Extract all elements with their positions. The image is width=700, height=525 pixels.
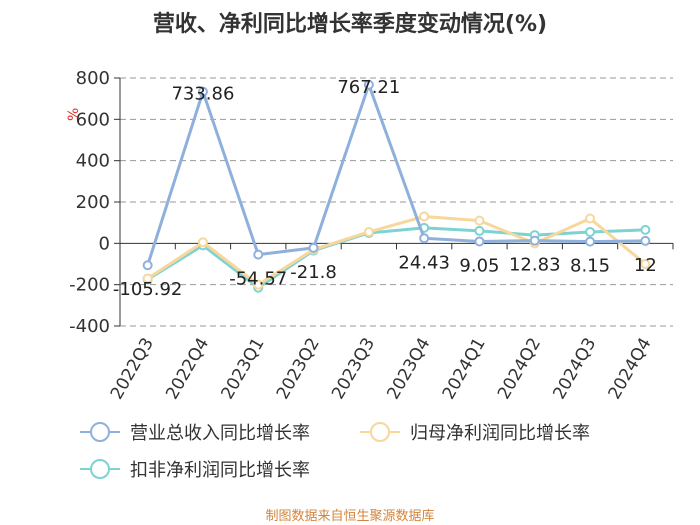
legend-marker bbox=[90, 459, 110, 479]
x-tick-label: 2023Q1 bbox=[218, 335, 269, 403]
legend-marker bbox=[90, 422, 110, 442]
y-tick-label: 0 bbox=[99, 233, 110, 254]
data-label: -105.92 bbox=[113, 279, 182, 300]
legend-label: 营业总收入同比增长率 bbox=[130, 423, 310, 444]
y-tick-label: -400 bbox=[69, 316, 110, 337]
y-tick-label: 600 bbox=[76, 109, 110, 130]
data-label: 12.83 bbox=[509, 255, 561, 276]
data-label: -54.57 bbox=[229, 269, 287, 290]
source-note: 制图数据来自恒生聚源数据库 bbox=[265, 509, 435, 524]
x-tick-label: 2024Q2 bbox=[494, 335, 545, 403]
series-line bbox=[146, 226, 646, 290]
series-layer bbox=[142, 79, 651, 293]
data-point bbox=[197, 86, 208, 97]
data-point bbox=[474, 215, 485, 226]
data-point bbox=[142, 260, 153, 271]
x-tick-label: 2024Q4 bbox=[605, 335, 656, 403]
data-label: 24.43 bbox=[398, 252, 450, 273]
data-point bbox=[363, 226, 374, 237]
data-point bbox=[253, 279, 264, 290]
x-tick-label: 2023Q4 bbox=[383, 335, 434, 403]
y-tick-label: 200 bbox=[76, 192, 110, 213]
data-point bbox=[640, 235, 651, 246]
x-tick-label: 2022Q3 bbox=[107, 335, 158, 403]
data-point bbox=[363, 79, 374, 90]
y-tick-label: 800 bbox=[76, 68, 110, 89]
data-point bbox=[419, 211, 430, 222]
data-label: -21.8 bbox=[290, 262, 337, 283]
data-point bbox=[529, 235, 540, 246]
x-tick-label: 2022Q4 bbox=[162, 335, 213, 403]
data-point bbox=[640, 259, 651, 269]
data-point bbox=[253, 249, 264, 260]
data-point bbox=[197, 237, 208, 248]
legend-label: 归母净利润同比增长率 bbox=[410, 423, 590, 444]
x-tick-label: 2023Q3 bbox=[328, 335, 379, 403]
y-tick-label: 400 bbox=[76, 151, 110, 172]
y-axis: -400 -200 0 200 400 600 800 bbox=[69, 68, 121, 337]
data-label: 9.05 bbox=[459, 255, 499, 276]
data-point bbox=[474, 236, 485, 247]
series-line bbox=[146, 214, 647, 287]
gridlines bbox=[120, 77, 673, 327]
data-point bbox=[640, 224, 651, 235]
data-point bbox=[585, 226, 596, 237]
series-line bbox=[146, 83, 646, 266]
data-point bbox=[585, 213, 596, 224]
data-point bbox=[308, 242, 319, 253]
data-label: 733.86 bbox=[171, 84, 234, 105]
y-axis-unit: % bbox=[66, 108, 82, 121]
data-label: 8.15 bbox=[570, 256, 610, 277]
chart-title: 营收、净利同比增长率季度变动情况(%) bbox=[152, 12, 548, 37]
x-tick-label: 2024Q1 bbox=[439, 335, 490, 403]
data-label: 12 bbox=[634, 255, 657, 276]
legend-marker bbox=[370, 422, 390, 442]
legend-label: 扣非净利润同比增长率 bbox=[130, 460, 310, 481]
data-label: 767.21 bbox=[337, 77, 400, 98]
data-point bbox=[419, 233, 430, 244]
x-tick-label: 2023Q2 bbox=[273, 335, 324, 403]
y-tick-label: -200 bbox=[69, 275, 110, 296]
data-point bbox=[142, 273, 153, 284]
data-labels: -105.92 733.86 -54.57 -21.8 767.21 24.43 9.05 1… bbox=[113, 77, 657, 300]
data-point bbox=[585, 236, 596, 247]
x-tick-label: 2024Q3 bbox=[549, 335, 600, 403]
data-point bbox=[474, 225, 485, 236]
